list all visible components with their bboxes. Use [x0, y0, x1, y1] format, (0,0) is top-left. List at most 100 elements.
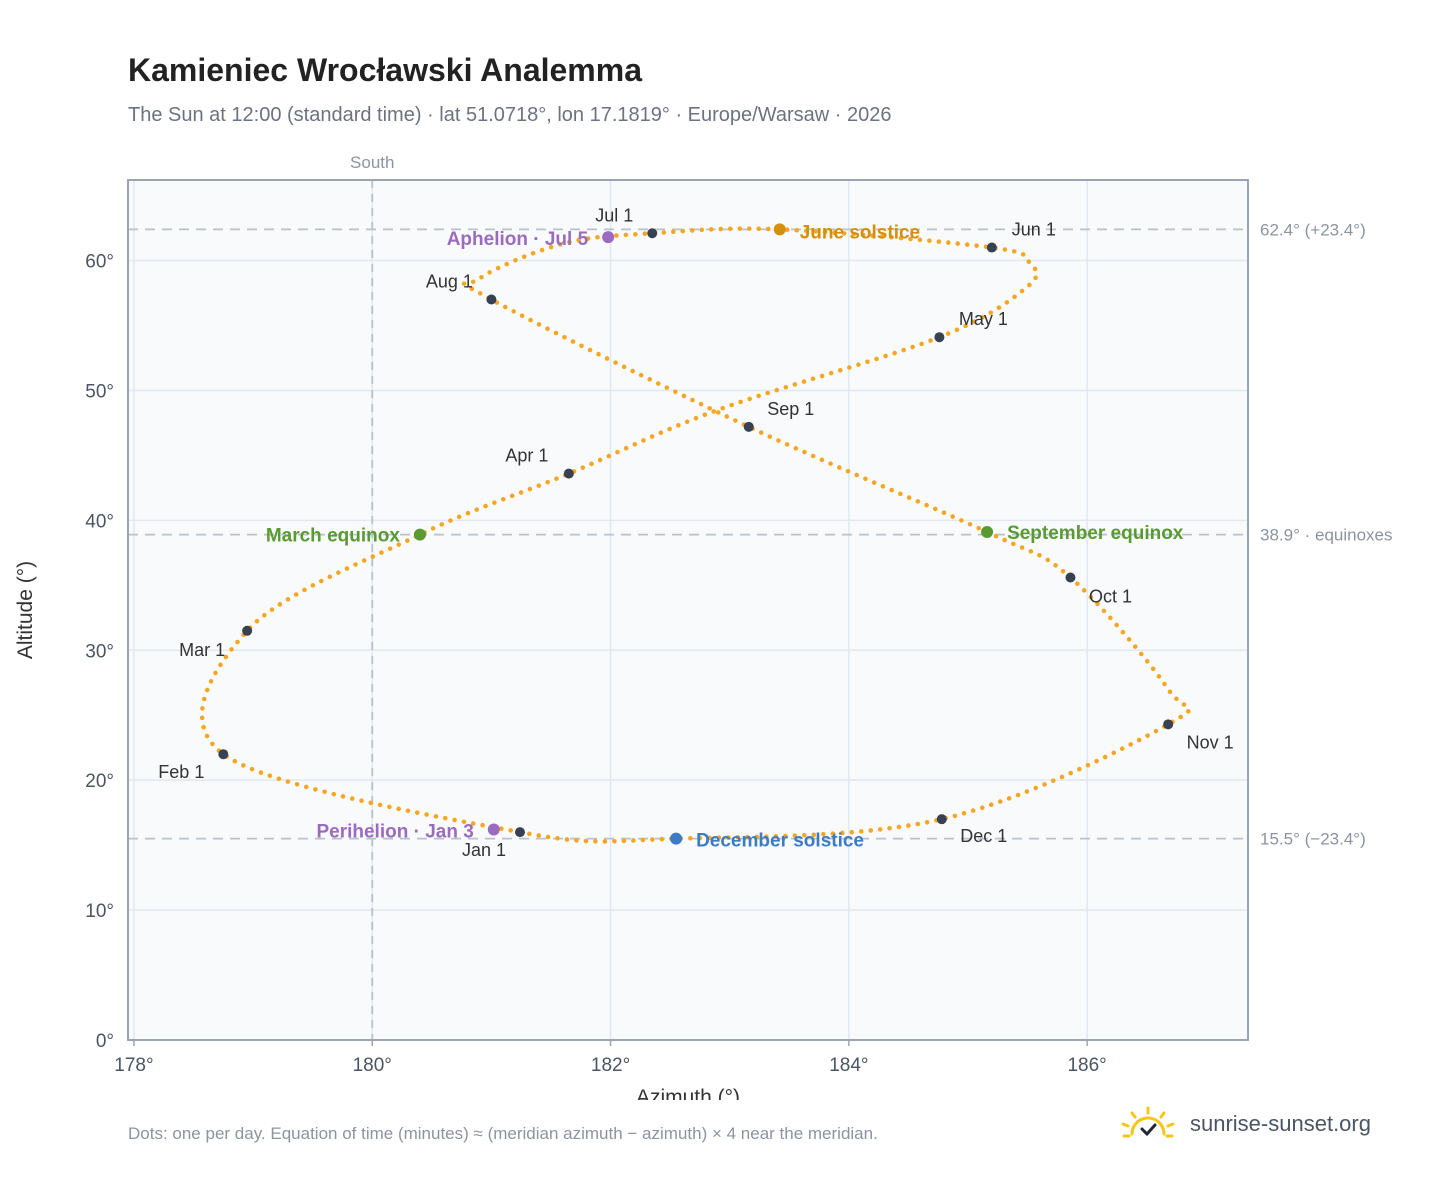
month-marker: [934, 332, 945, 343]
daily-sun-dot: [954, 327, 960, 333]
daily-sun-dot: [593, 839, 598, 844]
daily-sun-dot: [1081, 588, 1087, 593]
daily-sun-dot: [303, 784, 309, 790]
month-marker: [743, 421, 754, 432]
daily-sun-dot: [1024, 789, 1030, 794]
daily-sun-dot: [874, 356, 879, 362]
daily-sun-dot: [792, 833, 798, 838]
daily-sun-dot: [285, 779, 291, 784]
daily-sun-dot: [545, 326, 550, 332]
daily-sun-dot: [720, 405, 725, 411]
daily-sun-dot: [810, 376, 816, 382]
daily-sun-dot: [747, 396, 752, 402]
daily-sun-dot: [883, 353, 888, 359]
daily-sun-dot: [828, 461, 833, 466]
daily-sun-dot: [1075, 581, 1080, 587]
daily-sun-dot: [539, 247, 545, 253]
daily-sun-dot: [504, 261, 510, 267]
daily-sun-dot: [276, 776, 282, 782]
daily-sun-dot: [813, 229, 819, 234]
daily-sun-dot: [487, 270, 492, 275]
daily-sun-dot: [1077, 766, 1082, 772]
daily-sun-dot: [545, 834, 551, 840]
daily-sun-dot: [1053, 563, 1058, 568]
daily-sun-dot: [254, 618, 260, 624]
daily-sun-dot: [640, 837, 646, 843]
daily-sun-dot: [756, 393, 761, 399]
daily-sun-dot: [612, 838, 617, 844]
daily-sun-dot: [877, 827, 883, 832]
daily-sun-dot: [1042, 782, 1047, 787]
plot-area: [128, 180, 1248, 1040]
daily-sun-dot: [1128, 742, 1134, 747]
daily-sun-dot: [924, 502, 929, 508]
daily-sun-dot: [698, 401, 704, 407]
daily-sun-dot: [967, 521, 973, 527]
daily-sun-dot: [621, 364, 627, 370]
daily-sun-dot: [871, 480, 877, 485]
daily-sun-dot: [396, 542, 402, 547]
daily-sun-dot: [997, 799, 1003, 804]
daily-sun-dot: [232, 758, 238, 764]
month-label: Sep 1: [767, 399, 814, 419]
daily-sun-dot: [576, 237, 581, 243]
daily-sun-dot: [519, 313, 525, 319]
daily-sun-dot: [764, 834, 769, 839]
daily-sun-dot: [658, 430, 664, 436]
daily-sun-dot: [681, 393, 687, 399]
daily-sun-dot: [828, 370, 834, 376]
daily-sun-dot: [802, 449, 807, 455]
analemma-chart: 0° 10° 20° 30° 40° 50° 60° 178° 180° 182° 184° 186°…: [14, 153, 1393, 1100]
daily-sun-dot: [208, 679, 214, 684]
daily-sun-dot: [564, 837, 570, 842]
daily-sun-dot: [774, 387, 780, 393]
daily-sun-dot: [676, 423, 681, 428]
daily-sun-dot: [941, 510, 947, 516]
y-tick-label: 20°: [85, 771, 114, 792]
daily-sun-dot: [1033, 785, 1039, 791]
daily-sun-dot: [756, 226, 762, 232]
daily-sun-dot: [508, 828, 513, 833]
month-label: Jun 1: [1012, 220, 1056, 240]
daily-sun-dot: [735, 835, 741, 840]
daily-sun-dot: [980, 314, 985, 320]
plot-frame: [127, 179, 1249, 1041]
daily-sun-dot: [765, 226, 771, 232]
daily-sun-dot: [249, 766, 255, 772]
daily-sun-dot: [469, 286, 475, 292]
daily-sun-dot: [792, 382, 798, 387]
daily-sun-dot: [499, 826, 504, 831]
daily-sun-dot: [854, 472, 860, 478]
brand[interactable]: sunrise-sunset.org: [1120, 1104, 1371, 1144]
daily-sun-dot: [638, 372, 644, 378]
daily-sun-dot: [693, 415, 699, 421]
daily-sun-dot: [587, 347, 593, 353]
daily-sun-dot: [898, 235, 904, 241]
daily-sun-dot: [711, 409, 717, 414]
daily-sun-dot: [845, 468, 851, 474]
daily-sun-dot: [596, 351, 601, 357]
daily-sun-dot: [597, 457, 603, 463]
sun-icon: [1121, 1106, 1175, 1138]
daily-sun-dot: [642, 231, 648, 237]
daily-sun-dot: [580, 465, 586, 470]
daily-sun-dot: [361, 558, 367, 563]
daily-sun-dot: [767, 434, 773, 439]
month-label: Aug 1: [426, 272, 473, 292]
daily-sun-dot: [465, 510, 471, 516]
daily-sun-dot: [1019, 545, 1025, 550]
daily-sun-dot: [726, 835, 731, 840]
daily-sun-dot: [650, 837, 655, 842]
month-label: Feb 1: [158, 762, 204, 782]
daily-sun-dot: [794, 227, 800, 233]
daily-sun-dot: [707, 405, 712, 411]
daily-sun-dot: [359, 798, 364, 804]
daily-sun-dot: [604, 356, 610, 361]
daily-sun-dot: [267, 773, 273, 779]
daily-sun-dot: [442, 815, 448, 821]
daily-sun-dot: [959, 518, 964, 523]
month-marker: [936, 814, 947, 825]
daily-sun-dot: [821, 831, 826, 837]
daily-sun-dot: [589, 461, 594, 467]
daily-sun-dot: [414, 810, 420, 815]
